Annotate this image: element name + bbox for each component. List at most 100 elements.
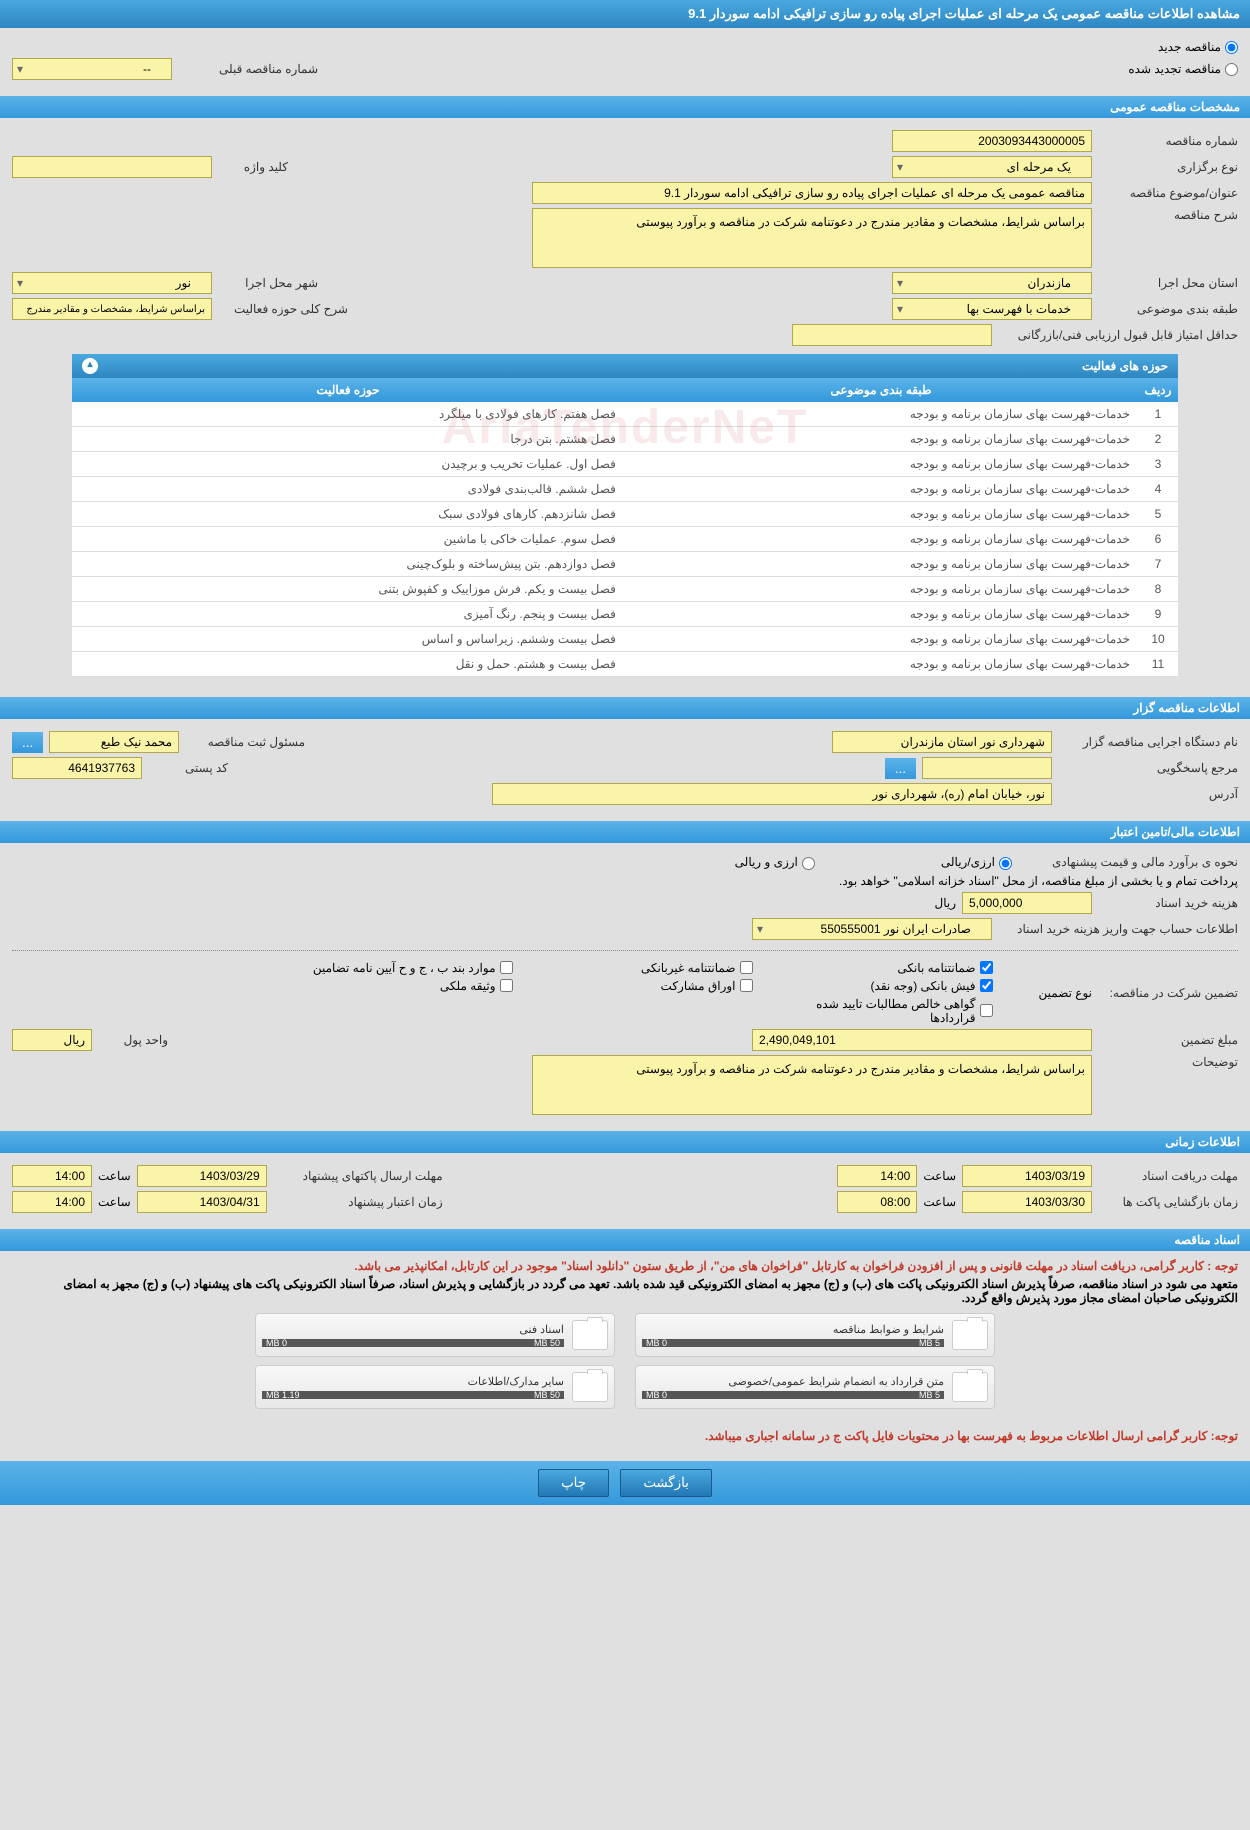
radio-new-label: مناقصه جدید xyxy=(1158,40,1221,54)
table-row: 3خدمات-فهرست بهای سازمان برنامه و بودجهف… xyxy=(72,452,1178,477)
guarantee-amt-label: مبلغ تضمین xyxy=(1098,1033,1238,1047)
scope-field[interactable]: براساس شرایط، مشخصات و مقادیر مندرج xyxy=(12,298,212,320)
section-financial: اطلاعات مالی/تامین اعتبار xyxy=(0,821,1250,843)
doc-title: شرایط و ضوابط مناقصه xyxy=(642,1323,944,1336)
unit-label: واحد پول xyxy=(98,1033,168,1047)
radio-currency[interactable]: ارزی/ریالی xyxy=(941,855,1012,869)
doc-box-contract[interactable]: متن قرارداد به انضمام شرایط عمومی/خصوصی … xyxy=(635,1365,995,1409)
send-deadline-time[interactable]: 14:00 xyxy=(12,1165,92,1187)
prev-number-label: شماره مناقصه قبلی xyxy=(178,62,318,76)
table-row: 11خدمات-فهرست بهای سازمان برنامه و بودجه… xyxy=(72,652,1178,677)
postal-label: کد پستی xyxy=(148,761,228,775)
account-label: اطلاعات حساب جهت واریز هزینه خرید اسناد xyxy=(998,922,1238,936)
response-label: مرجع پاسخگویی xyxy=(1058,761,1238,775)
chk-bank-receipt[interactable]: فیش بانکی (وجه نقد) xyxy=(773,979,993,993)
guarantee-amt-field[interactable]: 2,490,049,101 xyxy=(752,1029,1092,1051)
chk-receivables[interactable]: گواهی خالص مطالبات تایید شده قراردادها xyxy=(773,997,993,1025)
back-button[interactable]: بازگشت xyxy=(620,1469,712,1497)
page-title: مشاهده اطلاعات مناقصه عمومی یک مرحله ای … xyxy=(0,0,1250,28)
response-field[interactable] xyxy=(922,757,1052,779)
hold-type-select[interactable]: یک مرحله ای xyxy=(892,156,1092,178)
print-button[interactable]: چاپ xyxy=(538,1469,609,1497)
chk-regulation-items[interactable]: موارد بند ب ، ج و ح آیین نامه تضامین xyxy=(293,961,513,975)
folder-icon xyxy=(952,1372,988,1402)
doc-box-other[interactable]: سایر مدارک/اطلاعات 50 MB1.19 MB xyxy=(255,1365,615,1409)
receive-deadline-date[interactable]: 1403/03/19 xyxy=(962,1165,1092,1187)
guarantee-label: تضمین شرکت در مناقصه: xyxy=(1098,986,1238,1000)
receive-deadline-time[interactable]: 14:00 xyxy=(837,1165,917,1187)
subject-label: عنوان/موضوع مناقصه xyxy=(1098,186,1238,200)
activity-table: ردیف طبقه بندی موضوعی حوزه فعالیت 1خدمات… xyxy=(72,378,1178,677)
time-label-4: ساعت xyxy=(98,1195,131,1209)
class-label: طبقه بندی موضوعی xyxy=(1098,302,1238,316)
chk-bonds[interactable]: اوراق مشارکت xyxy=(533,979,753,993)
section-timing: اطلاعات زمانی xyxy=(0,1131,1250,1153)
open-date[interactable]: 1403/03/30 xyxy=(962,1191,1092,1213)
registrar-label: مسئول ثبت مناقصه xyxy=(185,735,305,749)
payment-note: پرداخت تمام و یا بخشی از مبلغ مناقصه، از… xyxy=(839,874,1238,888)
tender-no-label: شماره مناقصه xyxy=(1098,134,1238,148)
docs-warning-1: توجه : کاربر گرامی، دریافت اسناد در مهلت… xyxy=(12,1259,1238,1273)
notes-field[interactable]: براساس شرایط، مشخصات و مقادیر مندرج در د… xyxy=(532,1055,1092,1115)
radio-renewed[interactable]: مناقصه تجدید شده xyxy=(1128,62,1238,76)
chk-bank-guarantee[interactable]: ضمانتنامه بانکی xyxy=(773,961,993,975)
table-row: 6خدمات-فهرست بهای سازمان برنامه و بودجهف… xyxy=(72,527,1178,552)
chk-nonbank-guarantee[interactable]: ضمانتنامه غیربانکی xyxy=(533,961,753,975)
section-docs: اسناد مناقصه xyxy=(0,1229,1250,1251)
send-deadline-label: مهلت ارسال پاکتهای پیشنهاد xyxy=(273,1169,443,1183)
receive-deadline-label: مهلت دریافت اسناد xyxy=(1098,1169,1238,1183)
registrar-field: محمد نیک طبع xyxy=(49,731,179,753)
validity-time[interactable]: 14:00 xyxy=(12,1191,92,1213)
time-label-2: ساعت xyxy=(98,1169,131,1183)
keyword-field[interactable] xyxy=(12,156,212,178)
section-organizer: اطلاعات مناقصه گزار xyxy=(0,697,1250,719)
chk-property[interactable]: وثیقه ملکی xyxy=(293,979,513,993)
doc-title: متن قرارداد به انضمام شرایط عمومی/خصوصی xyxy=(642,1375,944,1388)
province-select[interactable]: مازندران xyxy=(892,272,1092,294)
class-select[interactable]: خدمات با فهرست بها xyxy=(892,298,1092,320)
collapse-icon[interactable]: ▴ xyxy=(82,358,98,374)
table-row: 7خدمات-فهرست بهای سازمان برنامه و بودجهف… xyxy=(72,552,1178,577)
radio-new[interactable]: مناقصه جدید xyxy=(1158,40,1238,54)
tender-no-field: 2003093443000005 xyxy=(892,130,1092,152)
notes-label: توضیحات xyxy=(1098,1055,1238,1069)
address-field[interactable]: نور، خیابان امام (ره)، شهرداری نور xyxy=(492,783,1052,805)
doc-cost-field[interactable]: 5,000,000 xyxy=(962,892,1092,914)
doc-box-conditions[interactable]: شرایط و ضوابط مناقصه 5 MB0 MB xyxy=(635,1313,995,1357)
button-bar: بازگشت چاپ xyxy=(0,1461,1250,1505)
minscore-field[interactable] xyxy=(792,324,992,346)
folder-icon xyxy=(952,1320,988,1350)
minscore-label: حداقل امتیاز قابل قبول ارزیابی فنی/بازرگ… xyxy=(998,328,1238,342)
docs-warning-3: توجه: کاربر گرامی ارسال اطلاعات مربوط به… xyxy=(12,1429,1238,1443)
activity-table-title: حوزه های فعالیت xyxy=(1082,359,1168,373)
table-row: 10خدمات-فهرست بهای سازمان برنامه و بودجه… xyxy=(72,627,1178,652)
tender-type-radios: مناقصه جدید xyxy=(12,40,1238,54)
estimate-label: نحوه ی برآورد مالی و قیمت پیشنهادی xyxy=(1018,855,1238,869)
open-time[interactable]: 08:00 xyxy=(837,1191,917,1213)
docs-warning-2: متعهد می شود در اسناد مناقصه، صرفاً پذیر… xyxy=(12,1277,1238,1305)
section-general: مشخصات مناقصه عمومی xyxy=(0,96,1250,118)
prev-number-select[interactable]: -- xyxy=(12,58,172,80)
send-deadline-date[interactable]: 1403/03/29 xyxy=(137,1165,267,1187)
account-select[interactable]: صادرات ایران نور 550555001 xyxy=(752,918,992,940)
validity-label: زمان اعتبار پیشنهاد xyxy=(273,1195,443,1209)
table-row: 8خدمات-فهرست بهای سازمان برنامه و بودجهف… xyxy=(72,577,1178,602)
validity-date[interactable]: 1403/04/31 xyxy=(137,1191,267,1213)
response-browse-button[interactable]: ... xyxy=(885,758,916,779)
registrar-browse-button[interactable]: ... xyxy=(12,732,43,753)
col-idx: ردیف xyxy=(1138,378,1178,402)
doc-title: سایر مدارک/اطلاعات xyxy=(262,1375,564,1388)
exec-field: شهرداری نور استان مازندران xyxy=(832,731,1052,753)
time-label-3: ساعت xyxy=(923,1195,956,1209)
desc-field[interactable]: براساس شرایط، مشخصات و مقادیر مندرج در د… xyxy=(532,208,1092,268)
subject-field[interactable]: مناقصه عمومی یک مرحله ای عملیات اجرای پی… xyxy=(532,182,1092,204)
city-select[interactable]: نور xyxy=(12,272,212,294)
doc-box-technical[interactable]: اسناد فنی 50 MB0 MB xyxy=(255,1313,615,1357)
doc-title: اسناد فنی xyxy=(262,1323,564,1336)
postal-field[interactable]: 4641937763 xyxy=(12,757,142,779)
exec-label: نام دستگاه اجرایی مناقصه گزار xyxy=(1058,735,1238,749)
radio-both[interactable]: ارزی و ریالی xyxy=(735,855,815,869)
keyword-label: کلید واژه xyxy=(218,160,288,174)
table-row: 1خدمات-فهرست بهای سازمان برنامه و بودجهف… xyxy=(72,402,1178,427)
hold-type-label: نوع برگزاری xyxy=(1098,160,1238,174)
